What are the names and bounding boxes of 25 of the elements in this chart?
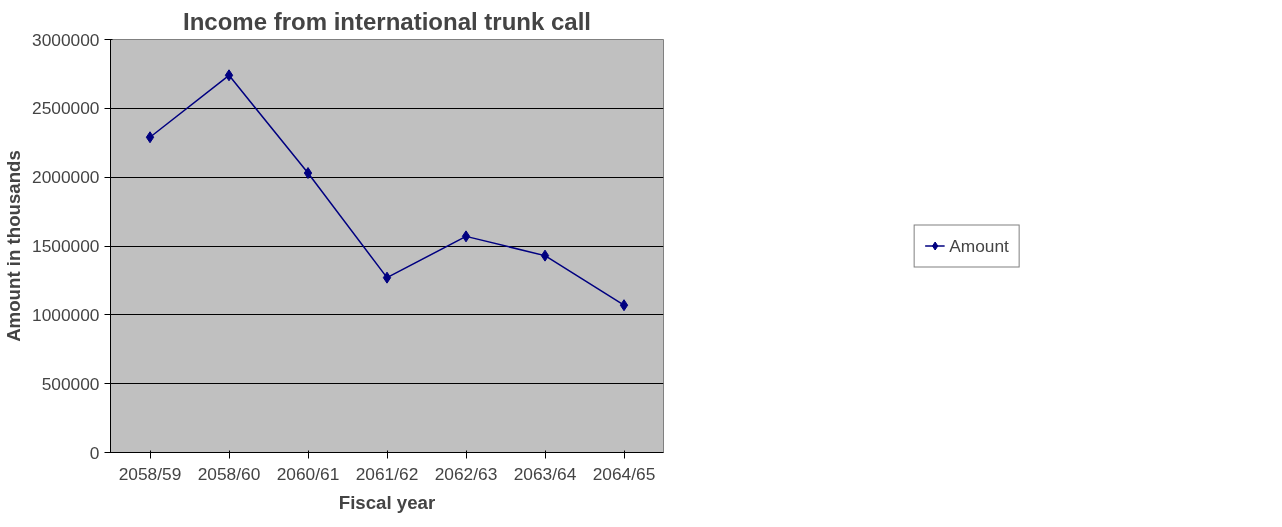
x-axis-title: Fiscal year [338, 491, 436, 513]
y-tick-label: 3000000 [32, 29, 100, 50]
x-tick-label: 2058/60 [197, 463, 261, 484]
y-tick-label: 2500000 [32, 98, 100, 119]
point [461, 230, 471, 243]
legend-label: Amount [949, 235, 1009, 256]
point [382, 271, 392, 284]
chart-title: Income from international trunk call [182, 7, 592, 35]
x-tick-label: 2064/65 [592, 463, 656, 484]
y-tick-label: 2000000 [32, 167, 100, 188]
point [224, 69, 234, 82]
x-tick-label: 2058/59 [118, 463, 182, 484]
x-tick-label: 2060/61 [276, 463, 340, 484]
y-tick-label: 1500000 [32, 236, 100, 256]
point [303, 167, 313, 180]
x-tick-label: 2063/64 [513, 463, 577, 484]
point [619, 299, 629, 312]
x-tick-label: 2061/62 [355, 463, 419, 484]
point [145, 131, 155, 144]
y-tick-label: 500000 [41, 373, 100, 394]
y-tick-label: 1000000 [32, 304, 100, 325]
x-tick-label: 2062/63 [434, 463, 498, 484]
point [540, 249, 550, 262]
y-tick-label: 0 [89, 442, 100, 463]
y-axis-title: Amount in thousands [3, 150, 25, 342]
